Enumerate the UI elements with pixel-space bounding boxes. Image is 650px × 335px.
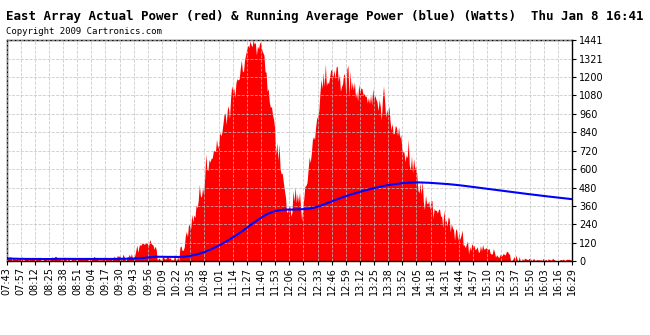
Text: Copyright 2009 Cartronics.com: Copyright 2009 Cartronics.com [6,27,162,36]
Text: East Array Actual Power (red) & Running Average Power (blue) (Watts)  Thu Jan 8 : East Array Actual Power (red) & Running … [6,10,644,23]
